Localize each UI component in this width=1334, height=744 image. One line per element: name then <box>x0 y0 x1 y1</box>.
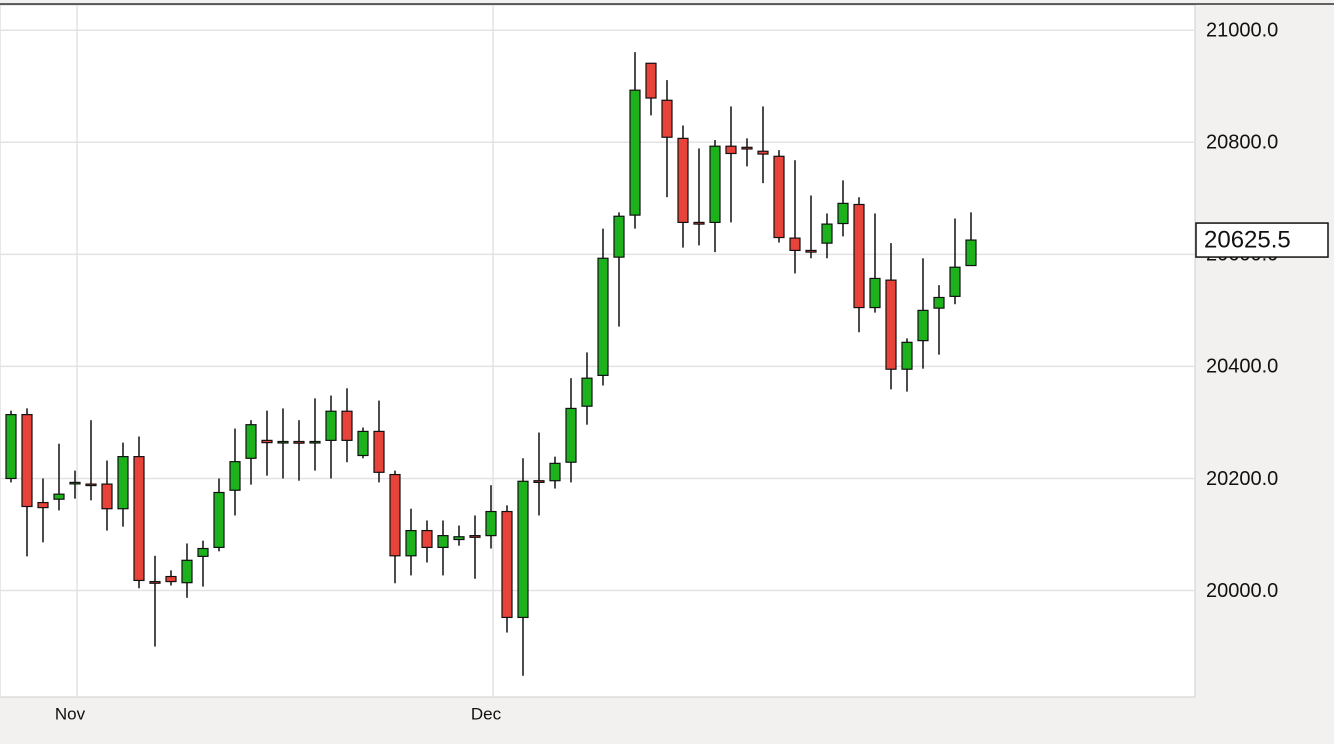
candle-body <box>837 202 849 225</box>
candle-body <box>501 510 513 619</box>
last-price-label: 20625.5 <box>1204 226 1291 253</box>
candle-body <box>405 529 417 557</box>
candle-body <box>565 407 577 463</box>
candle-body <box>661 99 673 138</box>
candle-body <box>437 535 449 548</box>
candle-body <box>789 237 801 252</box>
candle-body <box>421 529 433 548</box>
candle-body <box>949 266 961 297</box>
candle-body <box>277 440 289 444</box>
candle-body <box>341 410 353 441</box>
candle-body <box>453 536 465 541</box>
candle-body <box>213 491 225 548</box>
candle-body <box>165 575 177 583</box>
x-tick-label: Dec <box>471 704 502 723</box>
y-tick-label: 20800.0 <box>1206 132 1278 154</box>
candle-body <box>21 413 33 508</box>
candle-body <box>581 377 593 407</box>
candle-body <box>869 277 881 309</box>
candle-body <box>517 480 529 619</box>
candle-body <box>389 473 401 557</box>
candle-body <box>261 439 273 444</box>
candle-body <box>549 462 561 482</box>
candle-body <box>709 145 721 224</box>
candle-body <box>485 510 497 537</box>
candle-body <box>645 62 657 99</box>
candle-body <box>245 424 257 459</box>
candle-body <box>133 456 145 582</box>
candle-body <box>693 221 705 225</box>
y-tick-label: 20400.0 <box>1206 356 1278 378</box>
candle-body <box>933 296 945 309</box>
candle-body <box>325 410 337 441</box>
labels: 20000.020200.020400.020600.020800.021000… <box>55 19 1329 723</box>
candle-body <box>37 501 49 509</box>
candle-body <box>757 150 769 155</box>
candle-body <box>901 341 913 370</box>
candle-body <box>357 430 369 457</box>
candle-body <box>309 440 321 444</box>
y-tick-label: 20000.0 <box>1206 580 1278 602</box>
candle-body <box>373 430 385 473</box>
candle-body <box>597 257 609 376</box>
candle-body <box>885 279 897 370</box>
candle-body <box>229 461 241 491</box>
candle-body <box>85 483 97 487</box>
candle-body <box>773 155 785 239</box>
candle-body <box>197 547 209 557</box>
candle-body <box>69 481 81 485</box>
candle-body <box>725 145 737 155</box>
y-tick-label: 20200.0 <box>1206 468 1278 490</box>
candle-body <box>53 493 65 500</box>
x-tick-label: Nov <box>55 704 86 723</box>
candle-body <box>965 239 977 267</box>
candle-body <box>613 215 625 258</box>
candle-body <box>741 146 753 150</box>
candle-body <box>181 559 193 584</box>
candle-body <box>469 535 481 538</box>
y-tick-label: 21000.0 <box>1206 19 1278 41</box>
candle-body <box>149 580 161 584</box>
candle-body <box>293 440 305 444</box>
candle-body <box>917 309 929 342</box>
candle-body <box>853 203 865 309</box>
candle-body <box>805 249 817 253</box>
candle-body <box>629 89 641 216</box>
grid <box>0 5 1195 697</box>
last-price-box <box>1195 222 1329 258</box>
candle-body <box>117 456 129 510</box>
candle-body <box>5 413 17 480</box>
candle-body <box>821 223 833 244</box>
candle-body <box>101 483 113 510</box>
candles <box>5 52 977 676</box>
candle-body <box>677 137 689 224</box>
candle-body <box>533 480 545 483</box>
